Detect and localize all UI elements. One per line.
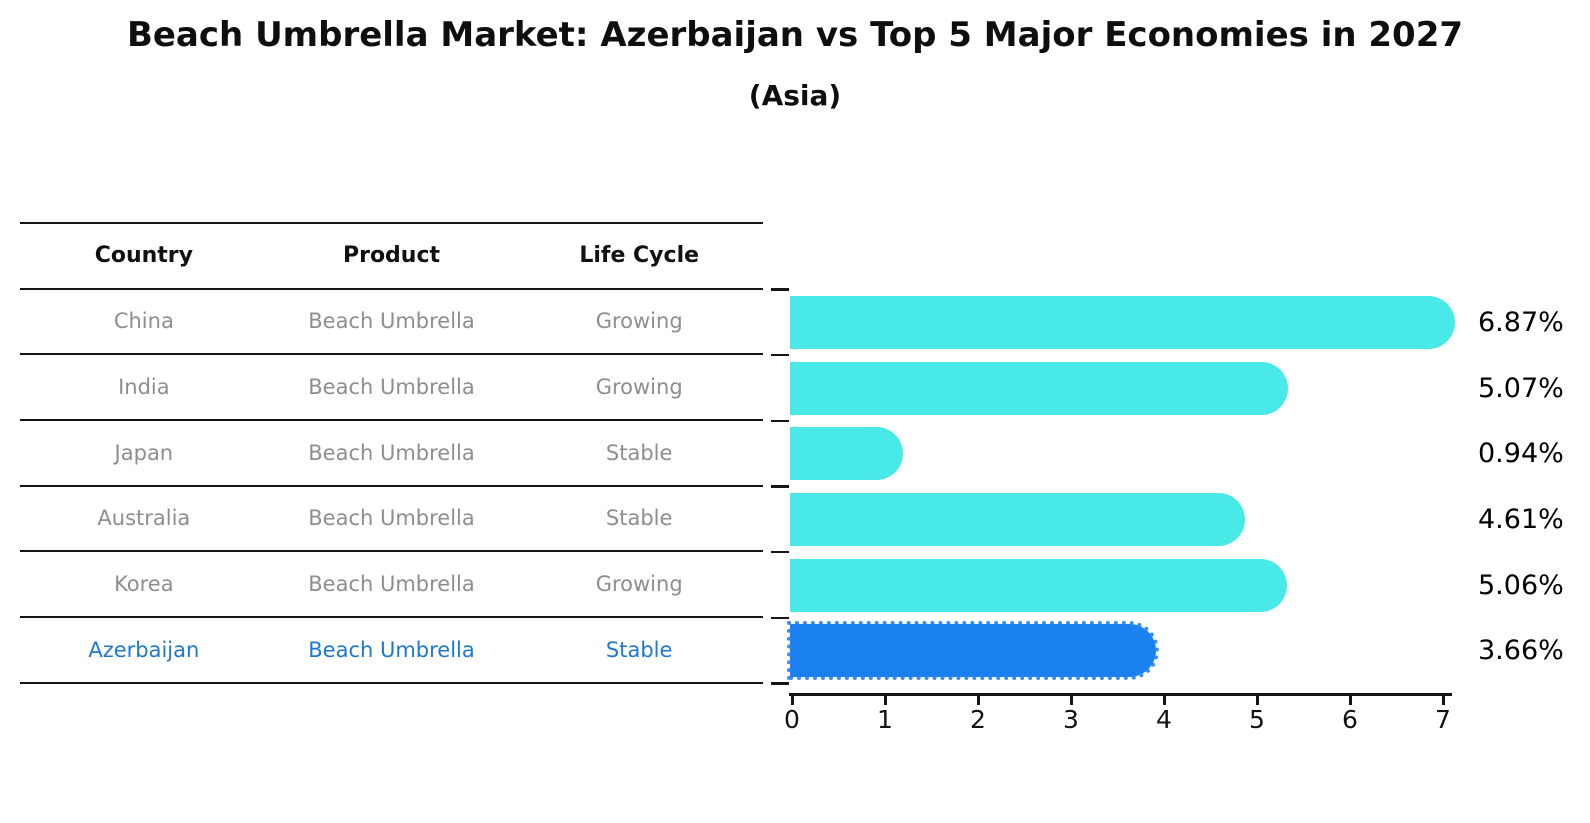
x-axis-tick [883,695,887,705]
cell-country: Australia [97,506,191,531]
cell-life-cycle: Growing [595,309,683,334]
bar-india [790,361,1288,415]
x-axis-tick [1348,695,1352,705]
bar-australia [790,492,1245,546]
cell-life-cycle: Stable [605,440,673,465]
x-axis-tick-label: 2 [970,705,986,734]
y-axis-tick [771,551,789,554]
x-axis-tick [1162,695,1166,705]
cell-country: China [113,309,174,334]
x-axis-tick [790,695,794,705]
cell-product: Beach Umbrella [308,440,475,465]
y-axis-tick [771,682,789,685]
x-axis-tick [1441,695,1445,705]
cell-life-cycle: Growing [595,375,683,400]
bar-value-label: 5.07% [1478,372,1564,404]
bar-value-label: 3.66% [1478,635,1564,667]
cell-life-cycle: Stable [605,637,673,662]
table-header-row: Country Product Life Cycle [20,222,763,290]
table-row-australia: Australia Beach Umbrella Stable [20,487,763,553]
table-row-japan: Japan Beach Umbrella Stable [20,421,763,487]
y-axis-tick [771,288,789,291]
table-row-azerbaijan: Azerbaijan Beach Umbrella Stable [20,618,763,684]
cell-country: Azerbaijan [88,637,200,662]
x-axis-tick [1255,695,1259,705]
cell-country: Japan [114,440,174,465]
x-axis-tick [1069,695,1073,705]
x-axis-tick-label: 3 [1063,705,1079,734]
bar-korea [790,558,1287,612]
country-table: Country Product Life Cycle China Beach U… [20,222,763,684]
cell-product: Beach Umbrella [308,375,475,400]
cell-product: Beach Umbrella [308,309,475,334]
x-axis-line [789,692,1452,696]
x-axis-tick [976,695,980,705]
cell-life-cycle: Stable [605,506,673,531]
x-axis-tick-label: 1 [877,705,893,734]
table-row-india: India Beach Umbrella Growing [20,355,763,421]
y-axis-tick [771,616,789,620]
column-header-product: Product [342,243,441,269]
bar-azerbaijan [786,621,1160,681]
x-axis-tick-label: 4 [1156,705,1172,734]
cell-product: Beach Umbrella [308,506,475,531]
chart-title: Beach Umbrella Market: Azerbaijan vs Top… [126,15,1464,55]
bar-japan [790,427,904,481]
cell-country: India [118,375,170,400]
x-axis-tick-label: 7 [1435,705,1451,734]
bar-china [790,295,1455,349]
cell-product: Beach Umbrella [308,572,475,597]
table-row-china: China Beach Umbrella Growing [20,290,763,356]
cell-country: Korea [114,572,174,597]
y-axis-tick [771,354,789,357]
y-axis-tick [771,485,789,488]
y-axis-tick [771,419,789,423]
chart-subtitle: (Asia) [748,79,842,112]
table-row-korea: Korea Beach Umbrella Growing [20,552,763,618]
x-axis-tick-label: 5 [1249,705,1265,734]
bar-value-label: 0.94% [1478,438,1564,470]
bar-value-label: 4.61% [1478,503,1564,535]
column-header-country: Country [94,243,193,269]
bar-value-label: 6.87% [1478,306,1564,338]
cell-product: Beach Umbrella [308,637,475,662]
bar-value-label: 5.06% [1478,569,1564,601]
x-axis-tick-label: 0 [784,705,800,734]
cell-life-cycle: Growing [595,572,683,597]
x-axis-tick-label: 6 [1342,705,1358,734]
column-header-life-cycle: Life Cycle [579,243,700,269]
